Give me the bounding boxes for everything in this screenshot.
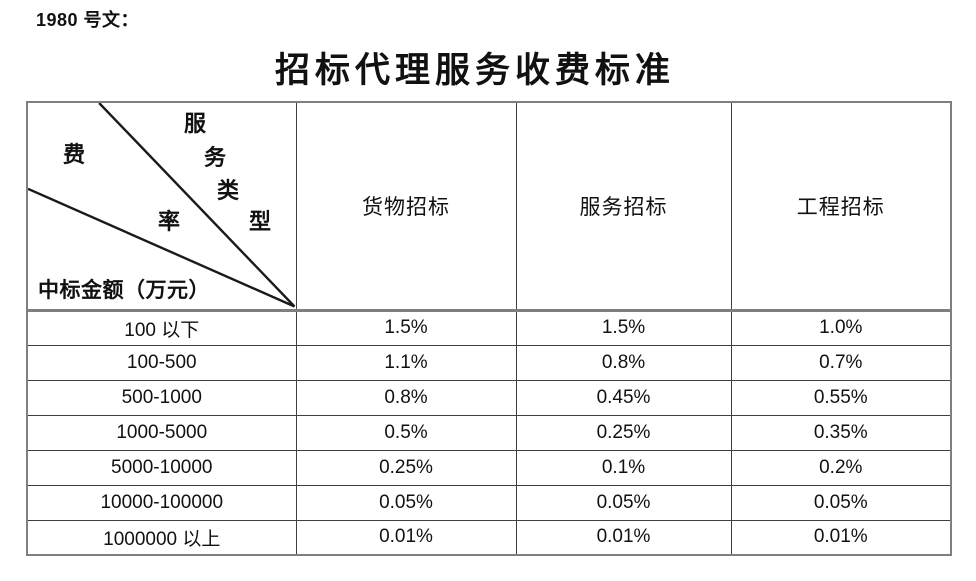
table-row: 100-500 1.1% 0.8% 0.7% — [26, 344, 952, 381]
table-row: 10000-100000 0.05% 0.05% 0.05% — [26, 484, 952, 521]
corner-service-char-1: 服 — [184, 111, 207, 136]
col-header-services: 服务招标 — [515, 101, 732, 312]
corner-service-char-3: 类 — [217, 178, 240, 203]
rate-cell: 0.05% — [730, 484, 952, 521]
rate-cell: 0.05% — [515, 484, 732, 521]
corner-cell: 费 率 服 务 类 型 中标金额（万元） — [26, 101, 297, 312]
header-row: 费 率 服 务 类 型 中标金额（万元） 货物招标 服务招标 工程招标 — [26, 101, 952, 312]
rate-cell: 1.1% — [295, 344, 517, 381]
doc-ref: 1980 号文： — [36, 10, 140, 30]
rate-cell: 0.25% — [295, 449, 517, 486]
rate-cell: 0.25% — [515, 414, 732, 451]
rate-cell: 0.35% — [730, 414, 952, 451]
corner-amount-axis-label: 中标金额（万元） — [38, 277, 210, 302]
corner-rate-char: 率 — [158, 209, 181, 234]
table-row: 100 以下 1.5% 1.5% 1.0% — [26, 309, 952, 346]
corner-fee-char: 费 — [63, 142, 86, 167]
corner-service-char-4: 型 — [249, 209, 272, 234]
row-label: 500-1000 — [26, 379, 297, 416]
row-label: 1000000 以上 — [26, 519, 297, 556]
rate-cell: 0.8% — [295, 379, 517, 416]
fee-table: 费 率 服 务 类 型 中标金额（万元） 货物招标 服务招标 工程招标 100 … — [26, 101, 952, 556]
rate-cell: 0.55% — [730, 379, 952, 416]
table-row: 5000-10000 0.25% 0.1% 0.2% — [26, 449, 952, 486]
row-label: 1000-5000 — [26, 414, 297, 451]
row-label: 10000-100000 — [26, 484, 297, 521]
col-header-goods: 货物招标 — [295, 101, 517, 312]
rate-cell: 0.45% — [515, 379, 732, 416]
table-row: 500-1000 0.8% 0.45% 0.55% — [26, 379, 952, 416]
page-title: 招标代理服务收费标准 — [274, 51, 675, 90]
rate-cell: 0.5% — [295, 414, 517, 451]
col-header-works: 工程招标 — [730, 101, 952, 312]
row-label: 100 以下 — [26, 309, 297, 346]
rate-cell: 1.0% — [730, 309, 952, 346]
rate-cell: 0.01% — [730, 519, 952, 556]
diagonal-divider-lines — [28, 103, 295, 307]
table-row: 1000000 以上 0.01% 0.01% 0.01% — [26, 519, 952, 556]
rate-cell: 0.01% — [515, 519, 732, 556]
rate-cell: 0.7% — [730, 344, 952, 381]
corner-service-char-2: 务 — [204, 145, 227, 170]
row-label: 100-500 — [26, 344, 297, 381]
rate-cell: 0.8% — [515, 344, 732, 381]
rate-cell: 0.05% — [295, 484, 517, 521]
rate-cell: 1.5% — [515, 309, 732, 346]
rate-cell: 0.2% — [730, 449, 952, 486]
table-row: 1000-5000 0.5% 0.25% 0.35% — [26, 414, 952, 451]
rate-cell: 0.1% — [515, 449, 732, 486]
rate-cell: 0.01% — [295, 519, 517, 556]
row-label: 5000-10000 — [26, 449, 297, 486]
rate-cell: 1.5% — [295, 309, 517, 346]
